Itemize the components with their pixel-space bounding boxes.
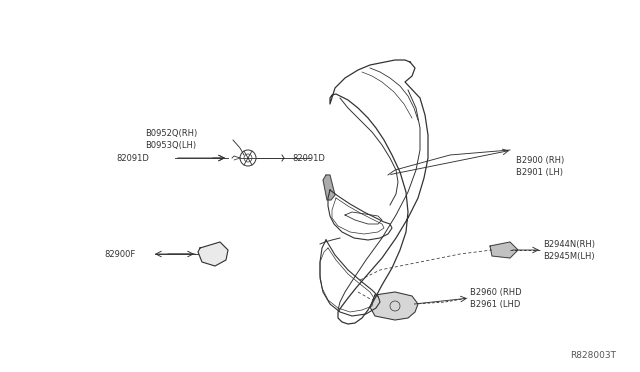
Text: B2945M(LH): B2945M(LH) — [543, 252, 595, 261]
Text: B0952Q(RH): B0952Q(RH) — [145, 129, 197, 138]
Text: B2900 (RH): B2900 (RH) — [516, 156, 564, 165]
Polygon shape — [323, 175, 335, 200]
Text: R828003T: R828003T — [570, 351, 616, 360]
Polygon shape — [490, 242, 518, 258]
Text: B2961 (LHD: B2961 (LHD — [470, 300, 520, 309]
Text: B0953Q(LH): B0953Q(LH) — [145, 141, 196, 150]
Text: 82091D: 82091D — [292, 154, 325, 163]
Polygon shape — [370, 292, 418, 320]
Polygon shape — [198, 242, 228, 266]
Text: B2960 (RHD: B2960 (RHD — [470, 288, 522, 297]
Text: B2901 (LH): B2901 (LH) — [516, 168, 563, 177]
Text: 82900F: 82900F — [104, 250, 135, 259]
Text: B2944N(RH): B2944N(RH) — [543, 240, 595, 249]
Text: 82091D: 82091D — [116, 154, 149, 163]
